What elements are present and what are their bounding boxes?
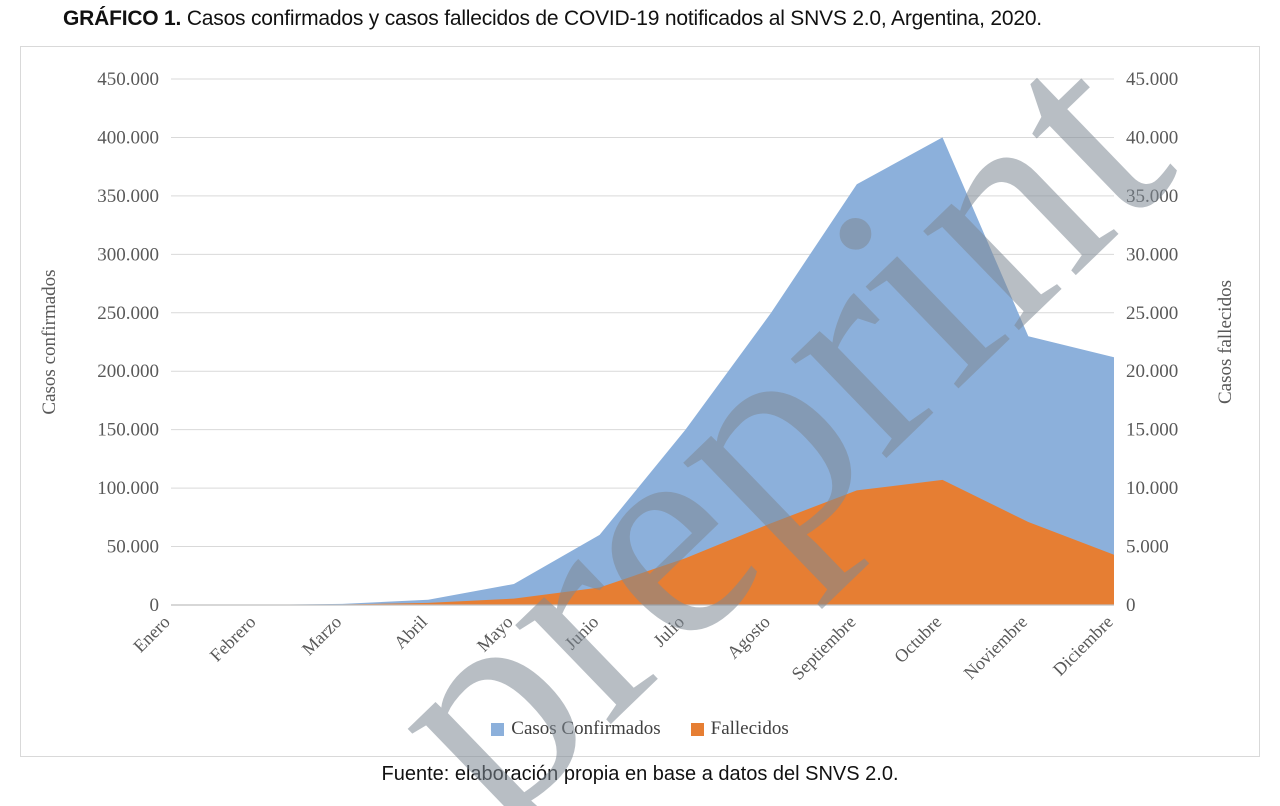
y-left-tick-label: 350.000 [97,186,159,207]
y-right-axis-title: Casos fallecidos [1215,280,1236,404]
y-left-axis-title: Casos confirmados [39,269,60,414]
x-tick-label: Noviembre [960,612,1031,683]
y-left-tick-label: 250.000 [97,303,159,324]
legend-label-fallecidos: Fallecidos [710,718,789,739]
legend-label-confirmados: Casos Confirmados [511,718,661,739]
x-tick-label: Octubre [890,612,945,667]
y-right-tick-label: 30.000 [1126,244,1178,265]
chart-title-text: Casos confirmados y casos fallecidos de … [181,7,1042,30]
legend: Casos Confirmados Fallecidos [21,718,1259,740]
x-tick-label: Enero [129,612,174,657]
y-right-tick-label: 5.000 [1126,537,1169,558]
x-tick-label: Mayo [473,612,517,656]
x-tick-label: Septiembre [788,612,860,684]
y-right-tick-label: 15.000 [1126,420,1178,441]
y-left-tick-label: 450.000 [97,69,159,90]
x-tick-label: Febrero [206,612,260,666]
chart-container: 0 0 50.000 5.000 100.000 10.000 150.000 15.000 2… [20,46,1260,757]
chart-title-prefix: GRÁFICO 1. [63,7,182,30]
legend-swatch-fallecidos-icon [690,722,704,736]
area-fallecidos [171,479,1114,605]
y-left-tick-label: 0 [150,595,160,616]
y-right-tick-label: 10.000 [1126,478,1178,499]
y-left-tick-label: 150.000 [97,420,159,441]
source-text: Fuente: elaboración propia en base a dat… [381,763,899,785]
y-left-tick-label: 300.000 [97,244,159,265]
chart-title: GRÁFICO 1. Casos confirmados y casos fal… [63,7,1042,31]
y-right-tick-label: 0 [1126,595,1136,616]
legend-item-confirmados: Casos Confirmados [491,718,661,740]
y-right-tick-label: 20.000 [1126,361,1178,382]
legend-item-fallecidos: Fallecidos [690,718,789,740]
y-left-tick-label: 100.000 [97,478,159,499]
y-right-tick-label: 35.000 [1126,186,1178,207]
x-tick-label: Diciembre [1049,612,1117,680]
x-tick-label: Marzo [298,612,345,659]
y-right-tick-label: 40.000 [1126,127,1178,148]
x-tick-label: Agosto [723,612,774,663]
y-left-tick-label: 200.000 [97,361,159,382]
legend-swatch-confirmados-icon [491,722,505,736]
x-tick-label: Abril [390,612,431,653]
y-right-tick-label: 45.000 [1126,69,1178,90]
y-left-tick-label: 50.000 [107,537,159,558]
y-left-tick-label: 400.000 [97,127,159,148]
x-tick-label: Julio [649,612,688,651]
chart-svg: 0 0 50.000 5.000 100.000 10.000 150.000 15.000 2… [39,69,1236,684]
x-tick-label: Junio [561,612,603,654]
y-right-tick-label: 25.000 [1126,303,1178,324]
